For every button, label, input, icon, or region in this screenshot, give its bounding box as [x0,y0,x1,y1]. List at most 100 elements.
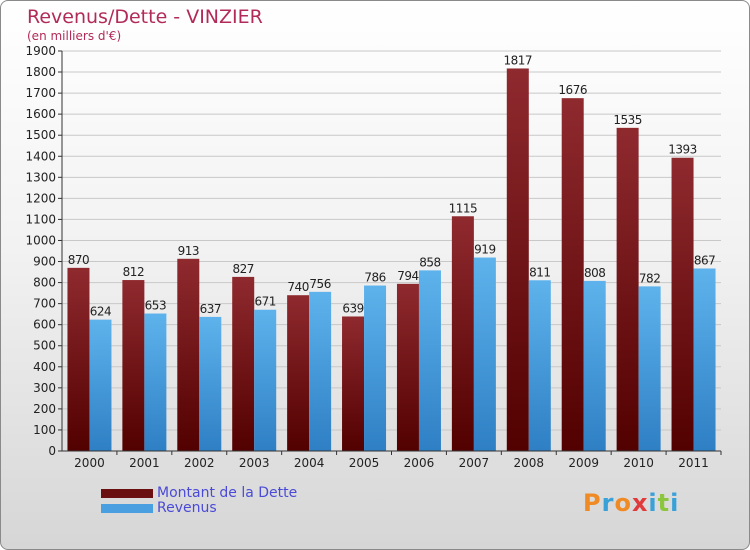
data-label-revenus: 782 [639,271,660,285]
bar-dette [616,127,639,451]
data-label-dette: 812 [123,265,144,279]
bar-revenus [199,316,222,451]
data-label-revenus: 624 [90,305,111,319]
data-label-dette: 870 [68,253,89,267]
bar-revenus [364,285,387,451]
bar-dette [671,157,694,451]
bar-revenus [638,286,661,451]
x-tick-label: 2009 [568,456,599,470]
bars-layer [67,68,716,451]
logo-letter: t [657,489,671,517]
y-tick-label: 700 [33,297,56,311]
y-tick-label: 1800 [25,65,56,79]
x-tick-label: 2002 [184,456,215,470]
proxiti-logo: Proxiti [583,489,679,517]
x-tick-label: 2007 [459,456,490,470]
y-tick-label: 1900 [25,44,56,58]
chart-subtitle: (en milliers d'€) [27,29,122,43]
bar-dette [287,295,310,451]
data-label-revenus: 808 [584,266,605,280]
y-tick-label: 800 [33,276,56,290]
legend-label-revenus: Revenus [157,500,217,516]
x-tick-label: 2010 [623,456,654,470]
x-tick-label: 2001 [129,456,160,470]
data-label-dette: 794 [397,269,418,283]
data-label-revenus: 786 [364,271,385,285]
data-label-dette: 913 [178,244,199,258]
data-label-dette: 1676 [558,83,587,97]
y-tick-label: 400 [33,360,56,374]
x-tick-label: 2003 [239,456,270,470]
data-label-revenus: 811 [529,265,550,279]
bar-revenus [144,313,167,451]
chart-title: Revenus/Dette - VINZIER [27,6,263,28]
data-label-revenus: 671 [255,295,276,309]
bar-revenus [254,309,277,451]
bar-revenus [418,270,441,451]
y-tick-label: 1500 [25,128,56,142]
bar-dette [177,258,200,451]
legend-swatch-dette [101,489,153,498]
data-label-revenus: 637 [200,302,221,316]
bar-dette [561,98,584,451]
logo-letter: o [614,489,632,517]
data-label-revenus: 919 [474,243,495,257]
y-tick-label: 1300 [25,170,56,184]
data-label-dette: 1393 [668,143,697,157]
bar-revenus [309,291,332,451]
y-tick-label: 1100 [25,212,56,226]
y-tick-label: 1700 [25,86,56,100]
y-tick-label: 1000 [25,233,56,247]
logo-letter: r [601,489,615,517]
y-tick-label: 1400 [25,149,56,163]
y-tick-label: 200 [33,402,56,416]
data-label-revenus: 858 [419,255,440,269]
bar-dette [122,280,145,451]
bar-revenus [583,280,606,451]
x-tick-label: 2008 [514,456,545,470]
bar-dette [67,267,90,451]
x-tick-label: 2000 [74,456,105,470]
data-label-dette: 1817 [504,53,533,67]
y-tick-label: 100 [33,423,56,437]
data-label-dette: 1535 [613,113,642,127]
data-label-dette: 639 [342,301,363,315]
data-label-dette: 740 [287,280,308,294]
x-tick-label: 2004 [294,456,325,470]
grid-layer [62,50,721,452]
y-tick-label: 900 [33,255,56,269]
x-tick-label: 2011 [678,456,709,470]
data-label-revenus: 653 [145,299,166,313]
data-label-dette: 1115 [449,201,478,215]
data-label-revenus: 867 [694,253,715,267]
legend-label-dette: Montant de la Dette [157,485,298,501]
bar-revenus [528,280,551,451]
y-tick-label: 1600 [25,107,56,121]
y-tick-label: 600 [33,318,56,332]
legend-swatch-revenus [101,504,153,513]
x-tick-label: 2006 [404,456,435,470]
bar-revenus [89,319,112,451]
y-tick-label: 300 [33,381,56,395]
bar-dette [506,68,529,451]
logo-letter: i [670,489,680,517]
data-label-dette: 827 [233,262,254,276]
axis-layer: 0 100 200 300 400 500 600 700 800 900 1000 1100 1200… [25,44,722,470]
logo-letter: P [583,489,602,517]
y-tick-label: 500 [33,339,56,353]
bar-dette [342,316,365,451]
logo-letter: x [631,489,649,517]
bar-revenus [693,268,716,451]
bar-dette [451,216,474,451]
y-tick-label: 0 [48,444,56,458]
bar-dette [396,283,419,451]
logo-letter: i [648,489,658,517]
bar-dette [232,276,255,451]
y-tick-label: 1200 [25,191,56,205]
data-label-revenus: 756 [309,277,330,291]
bar-revenus [473,257,496,451]
x-tick-label: 2005 [349,456,380,470]
